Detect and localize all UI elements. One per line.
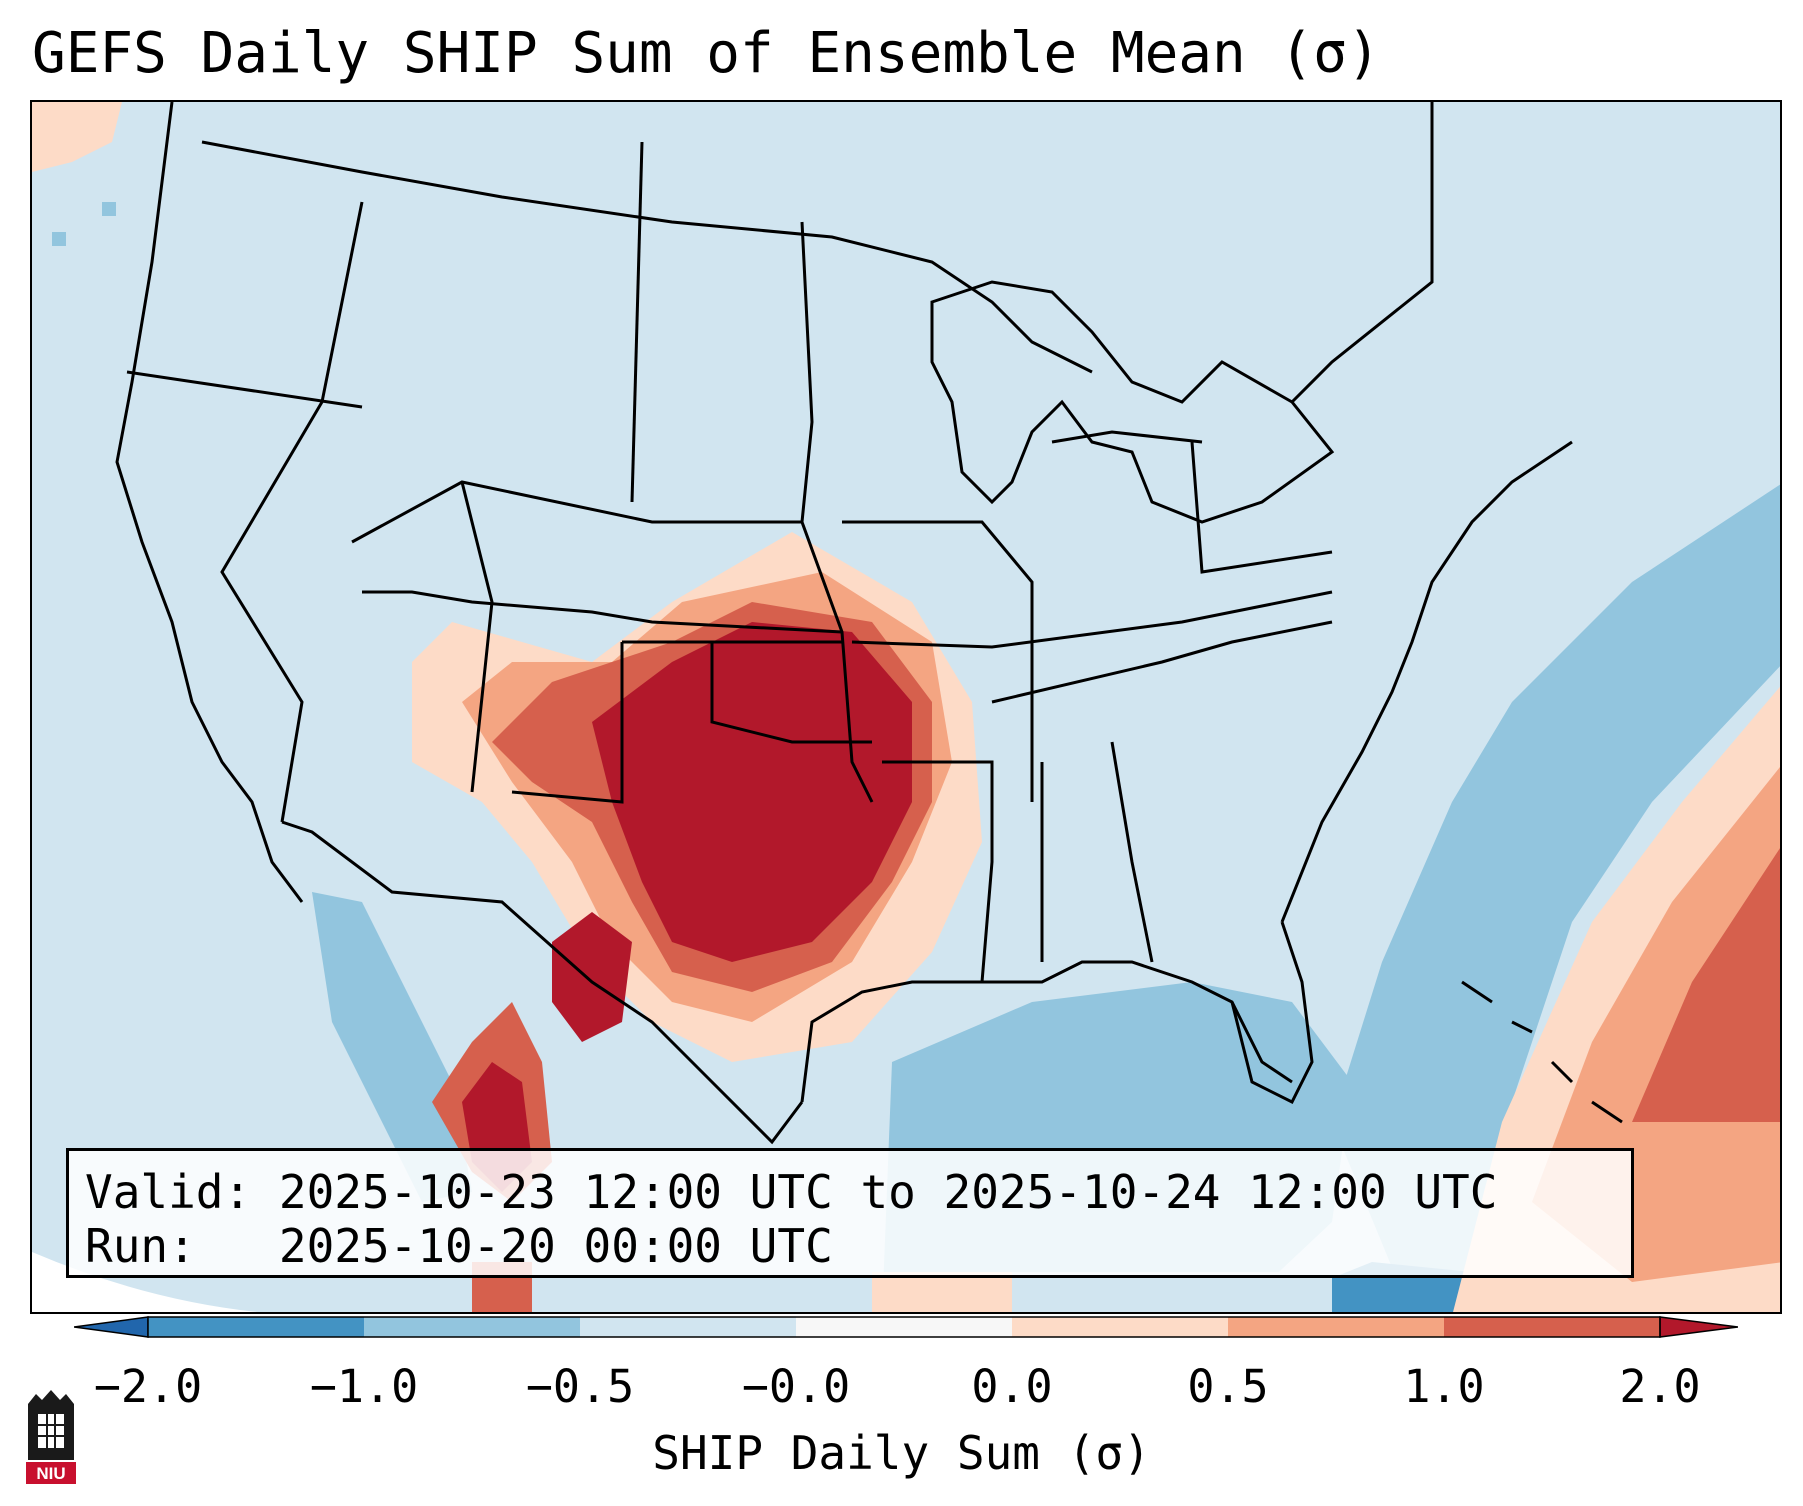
state-line-17 (1190, 441, 1333, 574)
state-line-14 (991, 620, 1333, 704)
state-line-18 (1051, 430, 1203, 444)
colorbar-tick-label: −2.0 (93, 1360, 203, 1413)
colorbar-tick-label: −0.5 (525, 1360, 635, 1413)
colorbar-bin-2 (364, 1317, 580, 1337)
map-canvas (32, 102, 1780, 1312)
colorbar-bin-5 (1012, 1317, 1228, 1337)
colorbar-bin-3 (580, 1317, 796, 1337)
map-panel (30, 100, 1782, 1314)
colorbar-tick-label: −1.0 (309, 1360, 419, 1413)
pacific-positive-patch (32, 102, 122, 172)
colorbar-bin-7 (1444, 1317, 1660, 1337)
colorbar-tick-label: 1.0 (1403, 1360, 1485, 1413)
state-line-13 (882, 760, 994, 983)
pacific-patch-2 (52, 232, 66, 246)
page-title: GEFS Daily SHIP Sum of Ensemble Mean (σ) (32, 21, 1381, 86)
colorbar-tick-label: 2.0 (1619, 1360, 1701, 1413)
colorbar-tick-label: 0.5 (1187, 1360, 1269, 1413)
valid-value: 2025-10-23 12:00 UTC to 2025-10-24 12:00… (278, 1165, 1498, 1219)
plains-core-positive (592, 622, 912, 962)
east-coast (1280, 440, 1573, 923)
pacific-patch-3 (102, 202, 116, 216)
us-mexico-border (281, 820, 804, 1145)
atlantic-negative-anomaly (1332, 484, 1780, 1312)
state-line-6 (630, 141, 644, 503)
colorbar (74, 1316, 1738, 1338)
state-line-3 (362, 590, 843, 634)
colorbar-bin-1 (148, 1317, 364, 1337)
state-line-19 (1290, 102, 1434, 404)
bahamas-islands (1461, 980, 1623, 1124)
state-line-12 (851, 590, 1333, 649)
state-line-16 (1110, 741, 1154, 963)
boundary-lines (115, 102, 1623, 1145)
colorbar-bin-6 (1228, 1317, 1444, 1337)
state-line-5 (351, 480, 802, 544)
colorbar-tick-label: 0.0 (971, 1360, 1053, 1413)
colorbar-bin-4 (796, 1317, 1012, 1337)
colorbar-under-triangle (74, 1316, 149, 1338)
colorbar-tick-label: −0.0 (741, 1360, 851, 1413)
baja-negative-anomaly (312, 892, 472, 1202)
colorbar-over-triangle (1659, 1316, 1738, 1338)
valid-label: Valid: (85, 1165, 252, 1219)
us-west-coast (115, 102, 304, 903)
niu-logo-icon: NIU (26, 1390, 76, 1484)
state-line-8 (511, 642, 624, 804)
atlantic-positive-band-core (1632, 848, 1780, 1122)
colorbar-frame (147, 1316, 1661, 1338)
colorbar-label: SHIP Daily Sum (σ) (652, 1426, 1151, 1480)
florida-peninsula (1230, 921, 1314, 1105)
run-value: 2025-10-20 00:00 UTC (278, 1219, 833, 1273)
state-line-10 (710, 642, 872, 744)
state-line-2 (220, 201, 364, 823)
state-line-4 (460, 481, 494, 793)
southern-edge-patch-2 (872, 1272, 1012, 1312)
canada-border (201, 140, 1093, 374)
gulf-coast (800, 960, 1293, 1103)
run-label: Run: (85, 1219, 196, 1273)
svg-text:NIU: NIU (36, 1464, 65, 1483)
valid-run-infobox: Valid: 2025-10-23 12:00 UTC to 2025-10-2… (66, 1148, 1634, 1278)
mexico-north-positive (552, 912, 632, 1042)
sw-map-corner (32, 1252, 258, 1312)
state-line-7 (800, 221, 874, 803)
great-lakes-outline (930, 280, 1335, 524)
